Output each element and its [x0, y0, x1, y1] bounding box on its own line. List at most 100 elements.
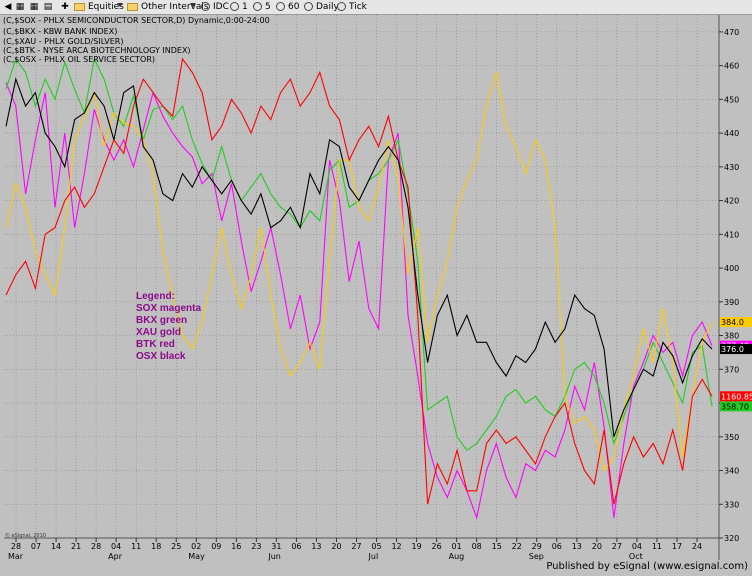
header-line: (C,$XAU - PHLX GOLD/SILVER): [3, 37, 123, 46]
clock-icon: [253, 2, 262, 11]
series-lines: [5, 57, 713, 520]
x-tick-label: 17: [672, 542, 682, 551]
chart-icon[interactable]: ▤: [43, 2, 53, 12]
clock-icon: [304, 2, 313, 11]
x-tick-label: 21: [71, 542, 81, 551]
chart-grid: [4, 15, 719, 539]
toolbar: ◀ ▦ ▦ ▤ ✚ Equities Other Intervals IDC 1…: [0, 0, 752, 15]
add-icon[interactable]: ✚: [61, 2, 69, 12]
y-tick-label: 470: [724, 28, 739, 37]
interval-tick[interactable]: Tick: [337, 1, 367, 13]
footer-credit: Published by eSignal (www.esignal.com): [546, 561, 748, 572]
y-tick-label: 450: [724, 95, 739, 104]
interval-1[interactable]: 1: [230, 1, 248, 13]
interval-idc[interactable]: IDC: [201, 1, 229, 13]
price-chart[interactable]: (C,$SOX - PHLX SEMICONDUCTOR SECTOR,D) D…: [0, 15, 752, 561]
clock-icon: [337, 2, 346, 11]
x-month-label: Sep: [529, 552, 544, 561]
y-tick-label: 390: [724, 298, 739, 307]
x-tick-label: 04: [111, 542, 121, 551]
back-icon[interactable]: ◀: [4, 2, 12, 12]
last-value-badge-osx: [720, 344, 752, 355]
x-tick-label: 22: [512, 542, 522, 551]
y-tick-label: 320: [724, 534, 739, 543]
x-tick-label: 09: [211, 542, 221, 551]
x-tick-label: 24: [692, 542, 702, 551]
legend-line: XAU gold: [136, 327, 181, 338]
y-tick-label: 460: [724, 62, 739, 71]
x-tick-label: 23: [251, 542, 261, 551]
x-tick-label: 20: [592, 542, 602, 551]
axes: 3203303403503603703803904004104204304404…: [4, 15, 739, 561]
x-tick-label: 26: [432, 542, 442, 551]
interval-daily[interactable]: Daily: [304, 1, 339, 13]
x-tick-label: 13: [311, 542, 321, 551]
x-tick-label: 08: [472, 542, 482, 551]
x-tick-label: 07: [31, 542, 41, 551]
watermark: © eSignal, 2010: [5, 533, 46, 539]
header-line: (C,$SOX - PHLX SEMICONDUCTOR SECTOR,D) D…: [3, 16, 270, 25]
interval-5[interactable]: 5: [253, 1, 271, 13]
legend-block: Legend: SOX magenta BKX green XAU gold B…: [136, 291, 201, 362]
x-month-label: May: [188, 552, 205, 561]
y-tick-label: 350: [724, 433, 739, 442]
x-tick-label: 25: [171, 542, 181, 551]
legend-line: SOX magenta: [136, 303, 201, 314]
x-month-label: Apr: [108, 552, 123, 561]
y-tick-label: 430: [724, 163, 739, 172]
x-tick-label: 28: [91, 542, 101, 551]
legend-line: Legend:: [136, 291, 175, 302]
x-tick-label: 13: [572, 542, 582, 551]
y-tick-label: 410: [724, 230, 739, 239]
clock-icon: [276, 2, 285, 11]
last-value-text-xau: 384.0: [721, 318, 744, 327]
series-line-sox: [5, 82, 713, 520]
y-tick-label: 420: [724, 197, 739, 206]
x-tick-label: 31: [271, 542, 281, 551]
last-value-text-btk: 1160.85: [721, 392, 752, 401]
grid-icon[interactable]: ▦: [15, 2, 25, 12]
x-tick-label: 11: [131, 542, 141, 551]
x-month-label: Jul: [368, 552, 379, 561]
x-tick-label: 05: [371, 542, 381, 551]
last-value-text-osx: 376.0: [721, 345, 744, 354]
series-line-xau: [5, 72, 713, 472]
y-tick-label: 370: [724, 365, 739, 374]
y-tick-label: 330: [724, 500, 739, 509]
x-tick-label: 18: [151, 542, 161, 551]
x-month-label: Mar: [8, 552, 24, 561]
equities-menu[interactable]: Equities: [74, 1, 124, 13]
clock-icon: [201, 2, 210, 11]
series-line-btk: [5, 57, 713, 505]
x-tick-label: 19: [411, 542, 421, 551]
x-tick-label: 02: [191, 542, 201, 551]
y-tick-label: 400: [724, 264, 739, 273]
legend-line: BKX green: [136, 315, 187, 326]
x-tick-label: 12: [391, 542, 401, 551]
x-tick-label: 29: [532, 542, 542, 551]
x-month-label: Jun: [267, 552, 281, 561]
chevron-down-icon[interactable]: [117, 3, 123, 7]
interval-60[interactable]: 60: [276, 1, 299, 13]
header-line: (C,$OSX - PHLX OIL SERVICE SECTOR): [3, 55, 155, 64]
x-tick-label: 27: [612, 542, 622, 551]
x-tick-label: 04: [632, 542, 642, 551]
legend-line: OSX black: [136, 351, 186, 362]
chart-header: (C,$SOX - PHLX SEMICONDUCTOR SECTOR,D) D…: [3, 16, 270, 64]
x-month-label: Oct: [629, 552, 643, 561]
chart-background: [0, 15, 752, 561]
last-value-badge-bkx: [720, 401, 752, 412]
y-tick-label: 340: [724, 467, 739, 476]
grid-icon-2[interactable]: ▦: [29, 2, 39, 12]
x-tick-label: 06: [291, 542, 301, 551]
last-value-text-bkx: 358.70: [721, 402, 749, 411]
x-tick-label: 20: [331, 542, 341, 551]
chevron-down-icon[interactable]: [190, 3, 196, 7]
legend-line: BTK red: [136, 339, 175, 350]
x-tick-label: 14: [51, 542, 61, 551]
last-value-badge-btk: [720, 391, 752, 402]
other-intervals-menu[interactable]: Other Intervals: [127, 1, 209, 13]
folder-icon: [74, 2, 85, 11]
x-tick-label: 27: [351, 542, 361, 551]
